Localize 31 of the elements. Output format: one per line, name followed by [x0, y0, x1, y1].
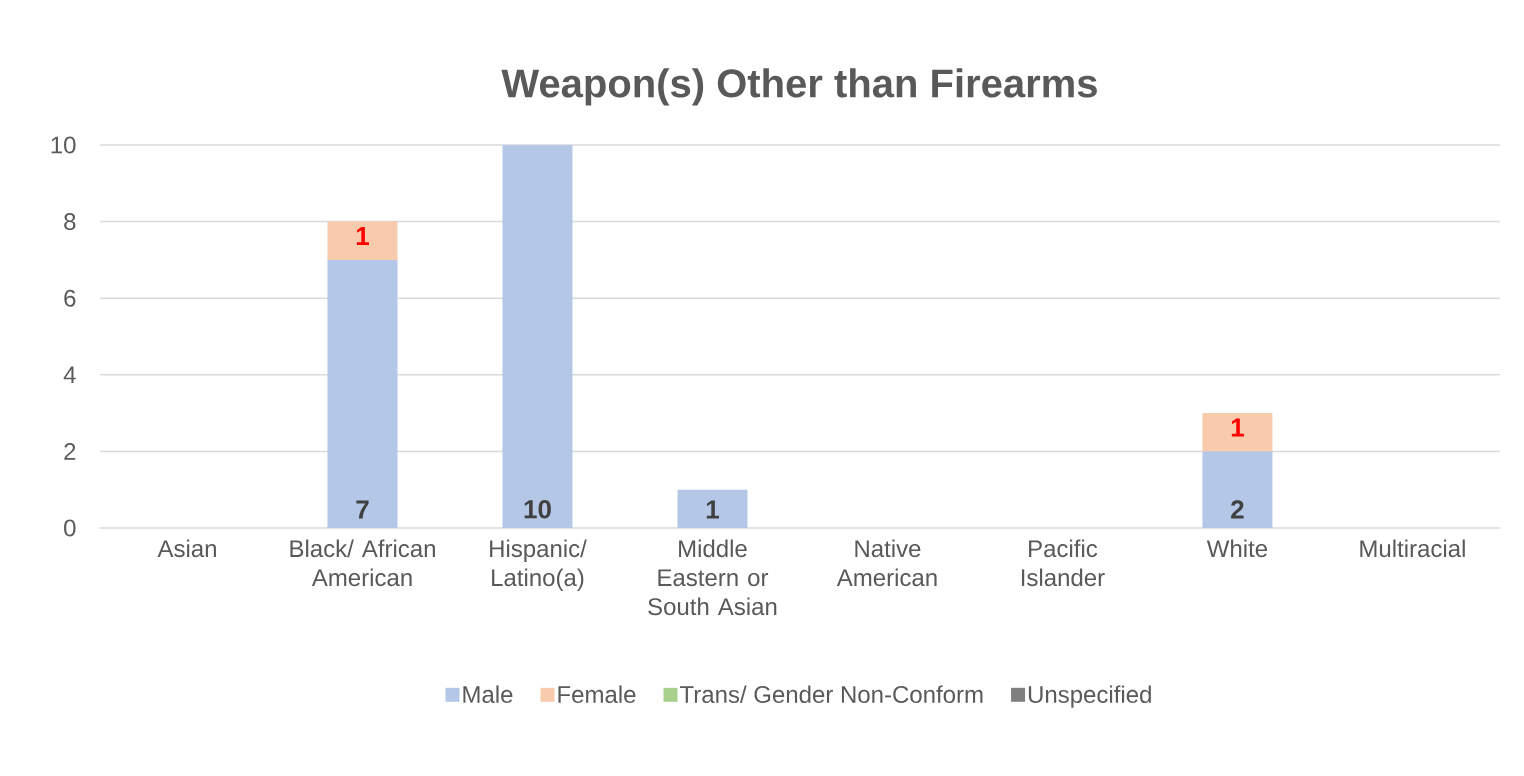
x-tick-label: Black/ African American — [290, 539, 435, 587]
bar — [1202, 451, 1273, 528]
chart-title: Weapon(s) Other than Firearms — [501, 68, 1097, 106]
y-tick-label: 4 — [63, 366, 76, 384]
x-tick-label: Multiracial — [1360, 539, 1465, 558]
data-label: 7 — [356, 500, 369, 519]
y-tick-label: 10 — [51, 136, 76, 154]
y-tick-label: 8 — [64, 213, 76, 231]
bar — [327, 259, 398, 528]
x-tick-label: White — [1206, 539, 1268, 558]
x-tick-label: Asian — [157, 539, 216, 558]
legend-label: Male — [463, 685, 513, 704]
x-tick-label: Native American — [836, 539, 937, 587]
bar — [677, 489, 748, 528]
bar — [1202, 413, 1273, 452]
y-tick-label: 6 — [64, 289, 76, 307]
legend-label: Trans/ Gender Non-Conform — [680, 685, 983, 704]
data-label: 1 — [706, 500, 719, 519]
bar — [502, 144, 573, 528]
data-label: 1 — [356, 227, 369, 246]
x-tick-label: Pacific Islander — [1021, 539, 1105, 587]
y-tick-label: 0 — [64, 519, 76, 537]
data-label: 2 — [1231, 500, 1244, 519]
legend-label: Female — [558, 685, 636, 704]
y-tick-label: 2 — [64, 443, 76, 460]
x-tick-label: Middle Eastern or South Asian — [648, 539, 777, 616]
x-tick-label: Hispanic/ Latino(a) — [490, 539, 587, 591]
legend-label: Unspecified — [1028, 685, 1151, 708]
bar — [327, 221, 398, 260]
data-label: 1 — [1231, 418, 1244, 437]
data-label: 10 — [524, 500, 551, 519]
